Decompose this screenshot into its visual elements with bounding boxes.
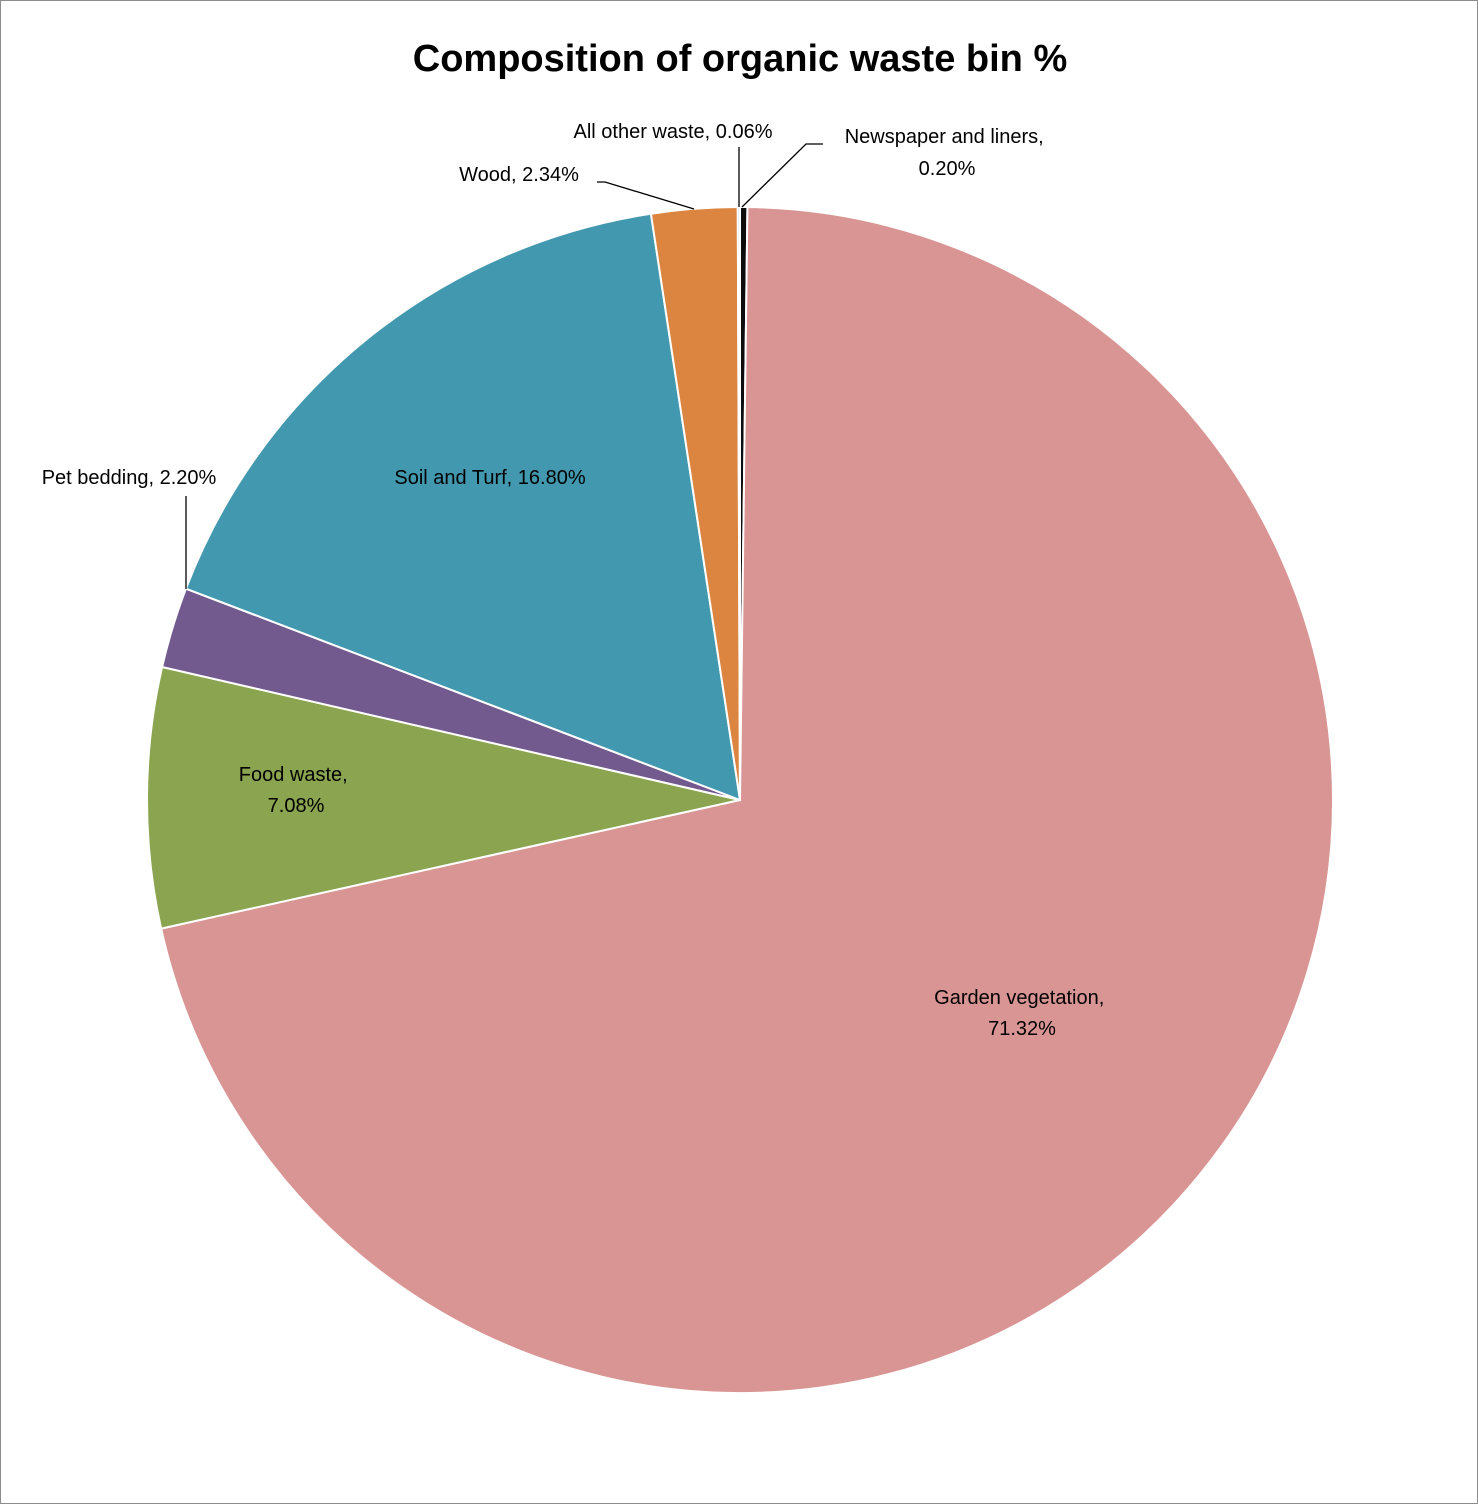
label-food-waste: Food waste, 7.08% (239, 764, 354, 817)
label-garden-vegetation: Garden vegetation, 71.32% (934, 987, 1110, 1040)
slice-labels: Newspaper and liners, 0.20% Garden veget… (42, 121, 1110, 1040)
label-pet-bedding: Pet bedding, 2.20% (42, 467, 217, 489)
label-soil-and-turf: Soil and Turf, 16.80% (394, 467, 585, 489)
pie-slices (146, 205, 1334, 1394)
chart-title: Composition of organic waste bin % (413, 38, 1067, 80)
leader-wood (597, 181, 695, 210)
label-all-other-waste: All other waste, 0.06% (574, 121, 773, 143)
leader-newspaper-and-liners (741, 143, 823, 208)
label-newspaper-and-liners: Newspaper and liners, 0.20% (845, 126, 1050, 180)
label-wood: Wood, 2.34% (459, 164, 579, 186)
pie-slice-food-waste (146, 665, 741, 930)
leader-lines (185, 143, 823, 589)
pie-slice-soil-and-turf (184, 212, 742, 802)
pie-slice-garden-vegetation (159, 206, 1334, 1394)
